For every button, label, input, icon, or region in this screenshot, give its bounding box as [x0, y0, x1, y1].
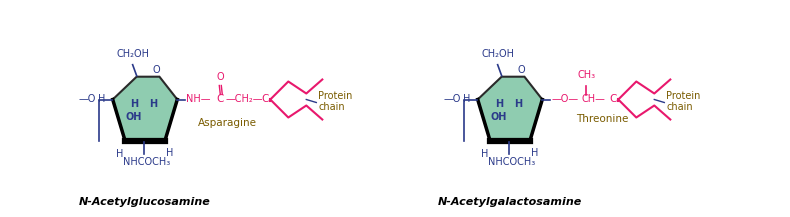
Text: Protein
chain: Protein chain: [318, 91, 352, 112]
Text: CH—: CH—: [581, 94, 605, 105]
Text: —O: —O: [78, 94, 96, 105]
Text: H: H: [480, 149, 488, 159]
Text: NH—: NH—: [186, 94, 211, 105]
Text: N-Acetylgalactosamine: N-Acetylgalactosamine: [438, 197, 582, 207]
Polygon shape: [478, 77, 542, 141]
Text: CH₃: CH₃: [577, 69, 596, 79]
Text: —O—: —O—: [551, 94, 578, 105]
Text: H: H: [166, 148, 174, 158]
Text: CH₂OH: CH₂OH: [481, 49, 514, 59]
Text: NHCOCH₃: NHCOCH₃: [488, 157, 536, 167]
Text: H: H: [98, 94, 106, 105]
Text: Threonine: Threonine: [576, 113, 629, 123]
Text: C: C: [216, 94, 224, 105]
Text: CH₂OH: CH₂OH: [116, 49, 149, 59]
Text: H: H: [514, 99, 522, 109]
Text: OH: OH: [491, 112, 507, 122]
Text: NHCOCH₃: NHCOCH₃: [123, 157, 171, 167]
Text: O: O: [152, 65, 160, 75]
Text: Asparagine: Asparagine: [198, 117, 258, 128]
Text: —O: —O: [443, 94, 461, 105]
Text: C: C: [261, 94, 269, 105]
Text: O: O: [216, 72, 224, 82]
Text: H: H: [531, 148, 539, 158]
Text: H: H: [463, 94, 471, 105]
Text: C: C: [610, 94, 617, 105]
Text: H: H: [115, 149, 123, 159]
Text: H: H: [495, 99, 503, 109]
Text: —CH₂—: —CH₂—: [225, 94, 263, 105]
Text: N-Acetylglucosamine: N-Acetylglucosamine: [79, 197, 211, 207]
Text: H: H: [149, 99, 157, 109]
Text: O: O: [517, 65, 525, 75]
Text: Protein
chain: Protein chain: [666, 91, 701, 112]
Text: H: H: [130, 99, 138, 109]
Polygon shape: [113, 77, 177, 141]
Text: OH: OH: [126, 112, 141, 122]
